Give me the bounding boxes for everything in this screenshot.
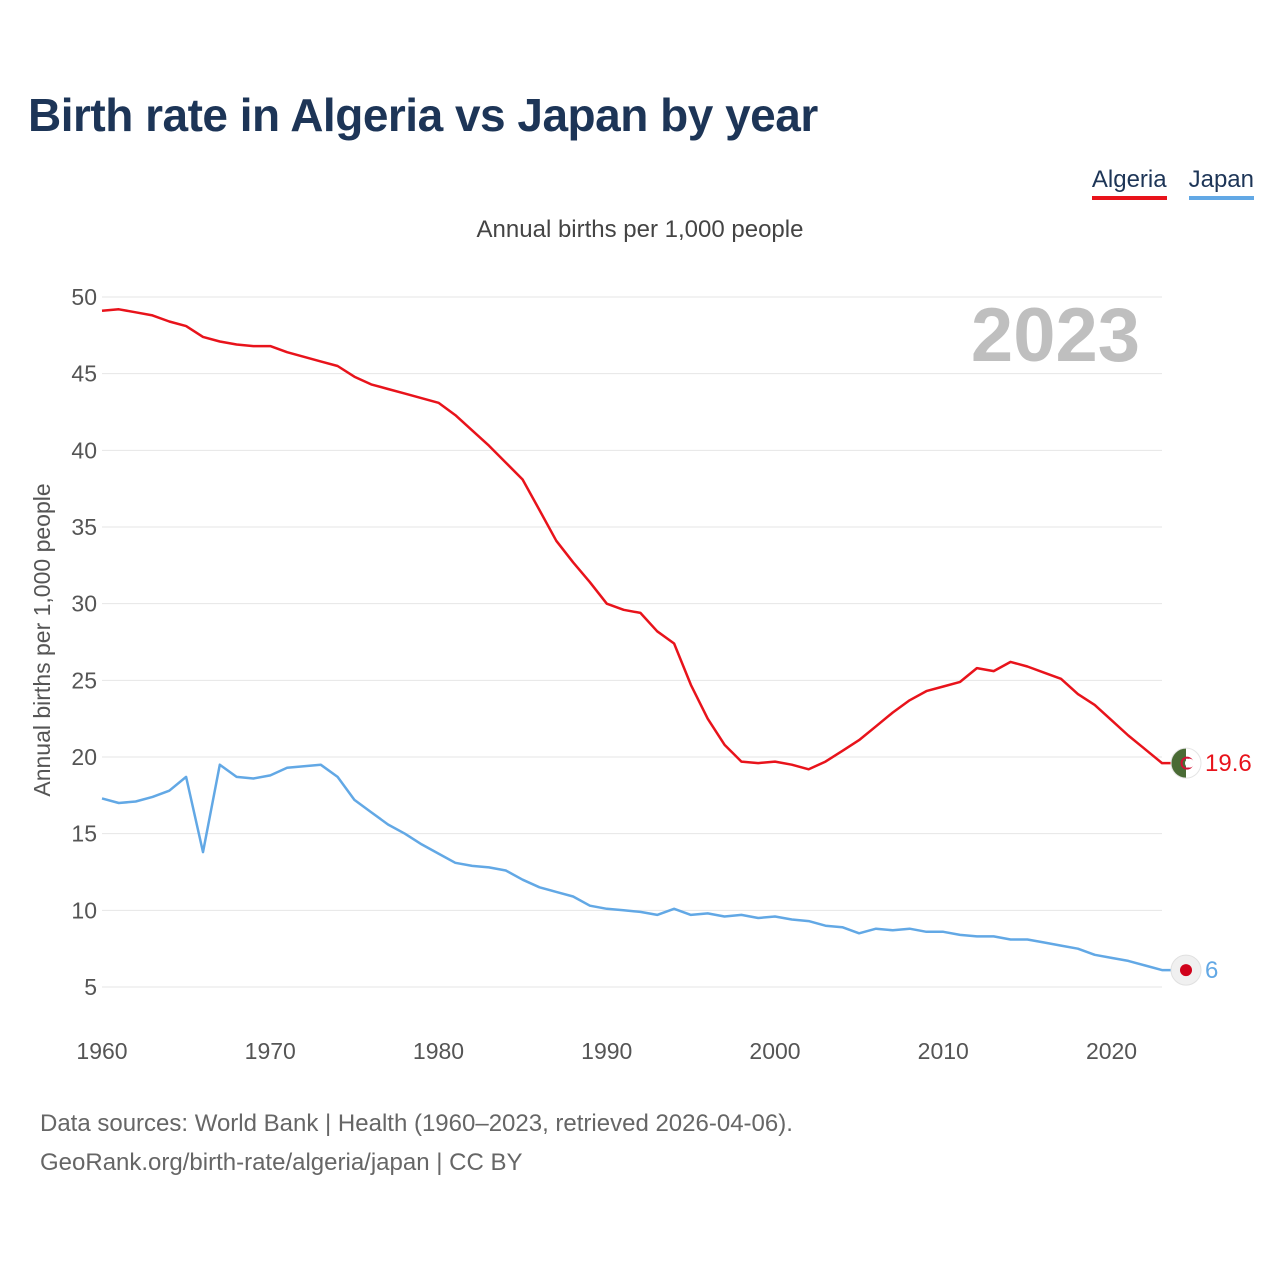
x-tick-label: 1960 bbox=[76, 1038, 127, 1064]
x-tick-label: 2000 bbox=[749, 1038, 800, 1064]
series-line-japan[interactable] bbox=[101, 763, 1186, 972]
x-axis-ticks: 1960 1970 1980 1990 2000 2010 2020 bbox=[76, 1038, 1137, 1064]
footer-source: Data sources: World Bank | Health (1960–… bbox=[40, 1110, 793, 1137]
algeria-flag-icon bbox=[1170, 747, 1202, 779]
y-tick-label: 5 bbox=[84, 974, 97, 1000]
chart-title: Birth rate in Algeria vs Japan by year bbox=[28, 89, 818, 141]
y-tick-label: 40 bbox=[71, 437, 97, 463]
x-tick-label: 2020 bbox=[1086, 1038, 1137, 1064]
legend-item-algeria[interactable]: Algeria bbox=[1091, 166, 1167, 200]
y-tick-label: 30 bbox=[71, 591, 97, 617]
line-chart: 5 10 15 20 25 30 35 40 45 50 1960 1970 1980 1990 2000… bbox=[29, 284, 1252, 1064]
y-tick-label: 50 bbox=[71, 284, 97, 310]
series-line-algeria[interactable] bbox=[101, 308, 1186, 771]
legend-item-japan[interactable]: Japan bbox=[1188, 166, 1254, 200]
end-value-label-algeria: 19.6 bbox=[1205, 750, 1252, 777]
y-tick-label: 15 bbox=[71, 821, 97, 847]
footer-url[interactable]: GeoRank.org/birth-rate/algeria/japan | C… bbox=[40, 1149, 523, 1176]
end-markers: 19.66 bbox=[1170, 747, 1252, 986]
footer: Data sources: World Bank | Health (1960–… bbox=[40, 1104, 793, 1182]
end-value-label-japan: 6 bbox=[1205, 957, 1218, 984]
x-tick-label: 1970 bbox=[245, 1038, 296, 1064]
y-axis-label: Annual births per 1,000 people bbox=[29, 483, 55, 796]
y-tick-label: 25 bbox=[71, 667, 97, 693]
x-tick-label: 2010 bbox=[918, 1038, 969, 1064]
x-tick-label: 1980 bbox=[413, 1038, 464, 1064]
year-watermark: 2023 bbox=[971, 293, 1140, 378]
series-lines bbox=[101, 308, 1186, 972]
y-tick-label: 35 bbox=[71, 514, 97, 540]
chart-subtitle: Annual births per 1,000 people bbox=[476, 216, 804, 243]
grid-lines bbox=[102, 296, 1162, 988]
legend: Algeria Japan bbox=[1091, 166, 1254, 200]
japan-flag-icon bbox=[1170, 954, 1202, 986]
y-tick-label: 10 bbox=[71, 897, 97, 923]
y-tick-label: 20 bbox=[71, 744, 97, 770]
y-tick-label: 45 bbox=[71, 361, 97, 387]
x-tick-label: 1990 bbox=[581, 1038, 632, 1064]
y-axis-ticks: 5 10 15 20 25 30 35 40 45 50 bbox=[71, 284, 97, 1000]
